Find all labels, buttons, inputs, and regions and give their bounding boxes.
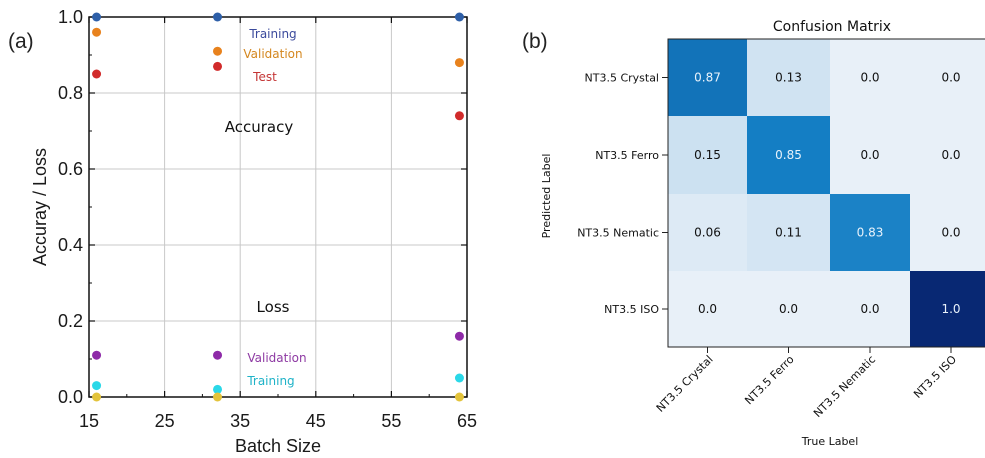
a-tick-marks — [88, 16, 468, 398]
cm-row-label: NT3.5 Nematic — [577, 227, 659, 240]
cm-row-label: NT3.5 Ferro — [595, 149, 659, 162]
confusion-matrix-chart: (b) Confusion Matrix 0.87 0.13 0.0 0.00.15 0… — [522, 19, 985, 448]
cm-cell — [910, 116, 985, 194]
a-data-point — [213, 384, 223, 394]
cm-col-label: NT3.5 Nematic — [811, 353, 878, 420]
a-x-tick-label: 25 — [155, 411, 175, 431]
legend-accuracy-test: Test — [252, 70, 277, 84]
cm-cell-value: 0.0 — [941, 148, 960, 162]
a-data-point — [454, 12, 464, 22]
a-data-point — [213, 392, 223, 402]
cm-row-labels: NT3.5 Crystal NT3.5 Ferro NT3.5 Nematic NT3… — [577, 72, 659, 317]
accuracy-loss-chart: (a) 15 25 35 45 55 65 0.0 0.2 0.4 0.6 0.8 1.0 Batc… — [8, 7, 477, 456]
a-data-points — [92, 12, 464, 402]
a-data-point — [454, 58, 464, 68]
cm-y-axis-title: Predicted Label — [540, 154, 553, 239]
a-data-point — [213, 46, 223, 56]
cm-cell-value: 0.11 — [775, 226, 802, 240]
a-data-point — [454, 111, 464, 121]
a-data-point — [92, 350, 102, 360]
cm-cell — [910, 194, 985, 271]
cm-cell — [830, 194, 910, 271]
cm-cell — [747, 39, 830, 116]
cm-cell-value: 0.0 — [941, 71, 960, 85]
cm-cell-value: 0.0 — [860, 71, 879, 85]
loss-section-label: Loss — [257, 298, 290, 316]
cm-cell-value: 0.0 — [860, 302, 879, 316]
cm-cell-value: 0.85 — [775, 148, 802, 162]
a-y-axis-title: Accuray / Loss — [30, 148, 50, 266]
a-data-point — [454, 331, 464, 341]
cm-cell-value: 0.15 — [694, 148, 721, 162]
cm-row-label: NT3.5 Crystal — [585, 72, 660, 85]
panel-a-letter: (a) — [8, 30, 34, 53]
a-data-point — [213, 350, 223, 360]
cm-cell — [747, 116, 830, 194]
a-x-tick-label: 15 — [79, 411, 99, 431]
a-data-point — [92, 12, 102, 22]
cm-cell-value: 0.0 — [941, 226, 960, 240]
cm-cell — [668, 271, 747, 347]
a-y-tick-label: 0.8 — [58, 83, 83, 103]
a-y-tick-label: 0.6 — [58, 159, 83, 179]
legend-accuracy-training: Training — [248, 27, 296, 41]
cm-cell-value: 0.87 — [694, 71, 721, 85]
cm-cell — [910, 271, 985, 347]
a-data-point — [213, 12, 223, 22]
cm-col-label: NT3.5 ISO — [911, 353, 959, 401]
cm-frame — [667, 38, 985, 348]
cm-tick-marks — [662, 77, 952, 353]
cm-cell — [668, 116, 747, 194]
cm-cell — [668, 39, 747, 116]
cm-x-axis-title: True Label — [801, 435, 859, 448]
a-x-tick-label: 55 — [381, 411, 401, 431]
a-y-tick-labels: 0.0 0.2 0.4 0.6 0.8 1.0 — [58, 7, 83, 407]
a-data-point — [92, 392, 102, 402]
cm-cell-value: 1.0 — [941, 302, 960, 316]
cm-row-label: NT3.5 ISO — [604, 303, 659, 316]
cm-cell — [830, 271, 910, 347]
cm-cell-value: 0.06 — [694, 226, 721, 240]
a-y-tick-label: 1.0 — [58, 7, 83, 27]
cm-cell — [830, 39, 910, 116]
cm-cell-value: 0.0 — [860, 148, 879, 162]
legend-loss-validation: Validation — [247, 351, 306, 365]
a-plot-frame — [88, 16, 468, 398]
a-y-tick-label: 0.4 — [58, 235, 83, 255]
a-y-tick-label: 0.2 — [58, 311, 83, 331]
a-y-tick-label: 0.0 — [58, 387, 83, 407]
a-x-tick-label: 65 — [457, 411, 477, 431]
a-gridlines — [89, 17, 467, 397]
a-data-point — [92, 381, 102, 391]
cm-cells: 0.87 0.13 0.0 0.0 0.15 0.85 0.0 0.0 0.06 0.11 0.83… — [668, 39, 985, 347]
a-data-point — [454, 373, 464, 383]
a-data-point — [213, 61, 223, 71]
accuracy-section-label: Accuracy — [225, 118, 294, 136]
a-x-axis-title: Batch Size — [235, 436, 321, 456]
cm-title: Confusion Matrix — [773, 19, 891, 35]
cm-cell-value: 0.13 — [775, 71, 802, 85]
cm-col-labels: NT3.5 Crystal NT3.5 Ferro NT3.5 Nematic NT3… — [654, 353, 960, 420]
a-data-point — [454, 392, 464, 402]
cm-col-label: NT3.5 Ferro — [742, 353, 796, 407]
panel-b-letter: (b) — [522, 30, 548, 53]
a-x-tick-label: 45 — [306, 411, 326, 431]
cm-cell — [910, 39, 985, 116]
a-data-point — [92, 27, 102, 37]
legend-accuracy-validation: Validation — [243, 47, 302, 61]
cm-cell — [747, 194, 830, 271]
cm-cell-value: 0.0 — [779, 302, 798, 316]
cm-col-label: NT3.5 Crystal — [654, 353, 716, 415]
cm-cell — [830, 116, 910, 194]
cm-cell — [668, 194, 747, 271]
cm-cell-value: 0.83 — [857, 226, 884, 240]
cm-cell-value: 0.0 — [698, 302, 717, 316]
a-x-tick-label: 35 — [230, 411, 250, 431]
a-data-point — [92, 69, 102, 79]
cm-cell — [747, 271, 830, 347]
legend-loss-training: Training — [246, 374, 294, 388]
a-x-tick-labels: 15 25 35 45 55 65 — [79, 411, 477, 431]
